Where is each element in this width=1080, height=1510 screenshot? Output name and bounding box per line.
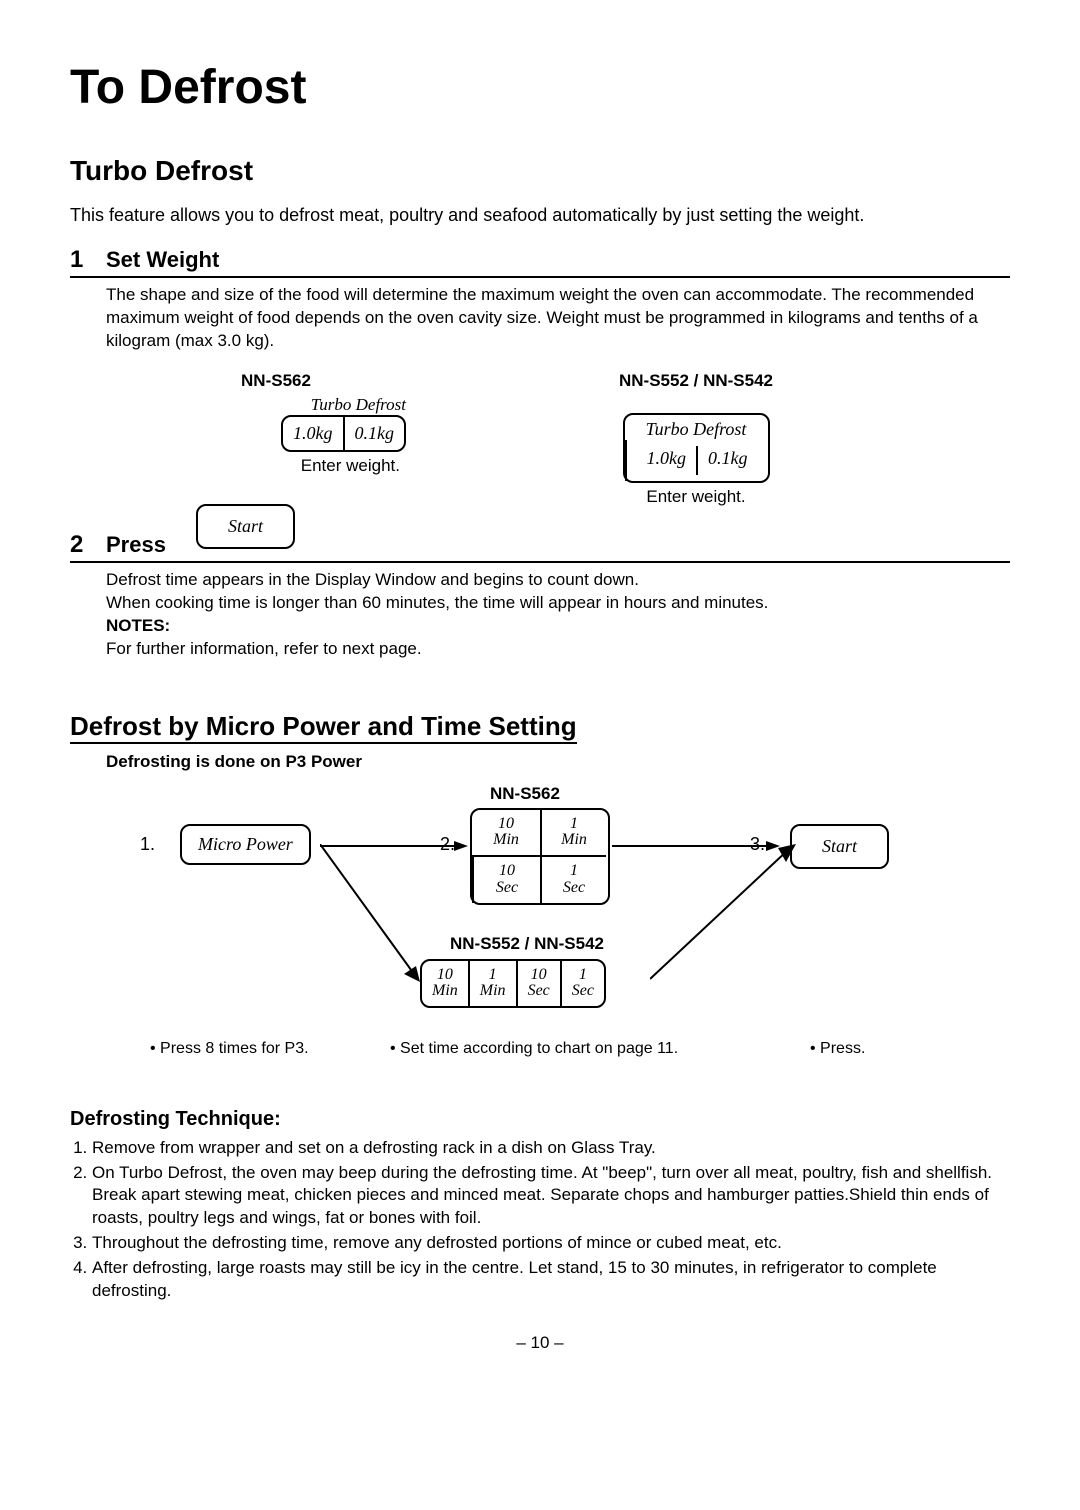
s552-1sec-a: 1 xyxy=(572,967,594,984)
s552-10sec-b: Sec xyxy=(528,983,550,1000)
step-2-line2: When cooking time is longer than 60 minu… xyxy=(106,592,1010,615)
s552-10min-a: 10 xyxy=(432,967,458,984)
micro-start-box: Start xyxy=(790,824,889,869)
technique-heading: Defrosting Technique: xyxy=(70,1108,1010,1131)
micro-cap1: • Press 8 times for P3. xyxy=(150,1040,309,1058)
technique-list: Remove from wrapper and set on a defrost… xyxy=(70,1137,1010,1304)
step-1-desc: The shape and size of the food will dete… xyxy=(106,284,1010,353)
s562-1min-a: 1 xyxy=(552,816,596,833)
s562-10min-b: Min xyxy=(482,832,530,849)
arrow-1-to-s552 xyxy=(320,844,430,984)
micro-n1: 1. xyxy=(140,834,155,855)
notes-text: For further information, refer to next p… xyxy=(106,638,1010,661)
micro-heading: Defrost by Micro Power and Time Setting xyxy=(70,711,577,744)
technique-item-4: After defrosting, large roasts may still… xyxy=(92,1257,1010,1303)
micro-model-a: NN-S562 xyxy=(490,784,560,804)
s562-time-box: 10 Min 1 Min 10 Sec 1 Sec xyxy=(470,808,610,905)
page-number: – 10 – xyxy=(70,1333,1010,1353)
s562-1min-b: Min xyxy=(552,832,596,849)
s562-1sec-b: Sec xyxy=(552,880,596,897)
turbo-weight-box-b: Turbo Defrost 1.0kg 0.1kg xyxy=(623,413,770,483)
enter-weight-b: Enter weight. xyxy=(546,487,846,507)
micro-cap3: • Press. xyxy=(810,1040,865,1058)
start-button-a: Start xyxy=(196,504,295,549)
technique-item-3: Throughout the defrosting time, remove a… xyxy=(92,1232,1010,1255)
s552-1sec-b: Sec xyxy=(572,983,594,1000)
s562-10min-a: 10 xyxy=(482,816,530,833)
model-a-label: NN-S562 xyxy=(106,371,446,391)
micro-diagram: NN-S562 1. 2. 3. Micro Power 10 Min 1 Mi… xyxy=(70,784,1010,1064)
step-2-desc: Defrost time appears in the Display Wind… xyxy=(106,569,1010,661)
turbo-weight-box-a: 1.0kg 0.1kg xyxy=(281,415,406,452)
step-1-label: Set Weight xyxy=(106,247,219,273)
s552-10min-b: Min xyxy=(432,983,458,1000)
s562-1sec-a: 1 xyxy=(552,863,596,880)
kg-1-a: 1.0kg xyxy=(283,417,343,450)
page-title: To Defrost xyxy=(70,60,1010,115)
kg-01-a: 0.1kg xyxy=(343,417,405,450)
step-2-label: Press xyxy=(106,532,166,558)
step-2-line1: Defrost time appears in the Display Wind… xyxy=(106,569,1010,592)
model-b-label: NN-S552 / NN-S542 xyxy=(546,371,846,391)
kg-01-b: 0.1kg xyxy=(696,446,758,475)
s552-10sec-a: 10 xyxy=(528,967,550,984)
step-1-header: 1 Set Weight xyxy=(70,246,1010,278)
turbo-heading: Turbo Defrost xyxy=(70,155,1010,187)
enter-weight-a: Enter weight. xyxy=(301,456,406,476)
arrow-s552-to-3 xyxy=(650,844,800,984)
technique-item-1: Remove from wrapper and set on a defrost… xyxy=(92,1137,1010,1160)
s552-time-box: 10 Min 1 Min 10 Sec 1 Sec xyxy=(420,959,606,1009)
turbo-diagram: NN-S562 Turbo Defrost 1.0kg 0.1kg Enter … xyxy=(106,371,1010,549)
s552-1min-a: 1 xyxy=(480,967,506,984)
micro-model-b: NN-S552 / NN-S542 xyxy=(450,934,604,954)
micro-cap2: • Set time according to chart on page 11… xyxy=(390,1040,678,1058)
s562-10sec-b: Sec xyxy=(484,880,530,897)
turbo-defrost-label-b: Turbo Defrost xyxy=(625,415,768,440)
turbo-intro: This feature allows you to defrost meat,… xyxy=(70,205,1010,226)
turbo-defrost-label-a: Turbo Defrost xyxy=(311,395,406,415)
micro-subnote: Defrosting is done on P3 Power xyxy=(106,752,1010,772)
step-2-number: 2 xyxy=(70,531,106,559)
technique-item-2: On Turbo Defrost, the oven may beep duri… xyxy=(92,1162,1010,1231)
step-1-number: 1 xyxy=(70,246,106,274)
s552-1min-b: Min xyxy=(480,983,506,1000)
s562-10sec-a: 10 xyxy=(484,863,530,880)
micro-power-box: Micro Power xyxy=(180,824,311,865)
notes-label: NOTES: xyxy=(106,615,1010,638)
kg-1-b: 1.0kg xyxy=(637,446,697,475)
